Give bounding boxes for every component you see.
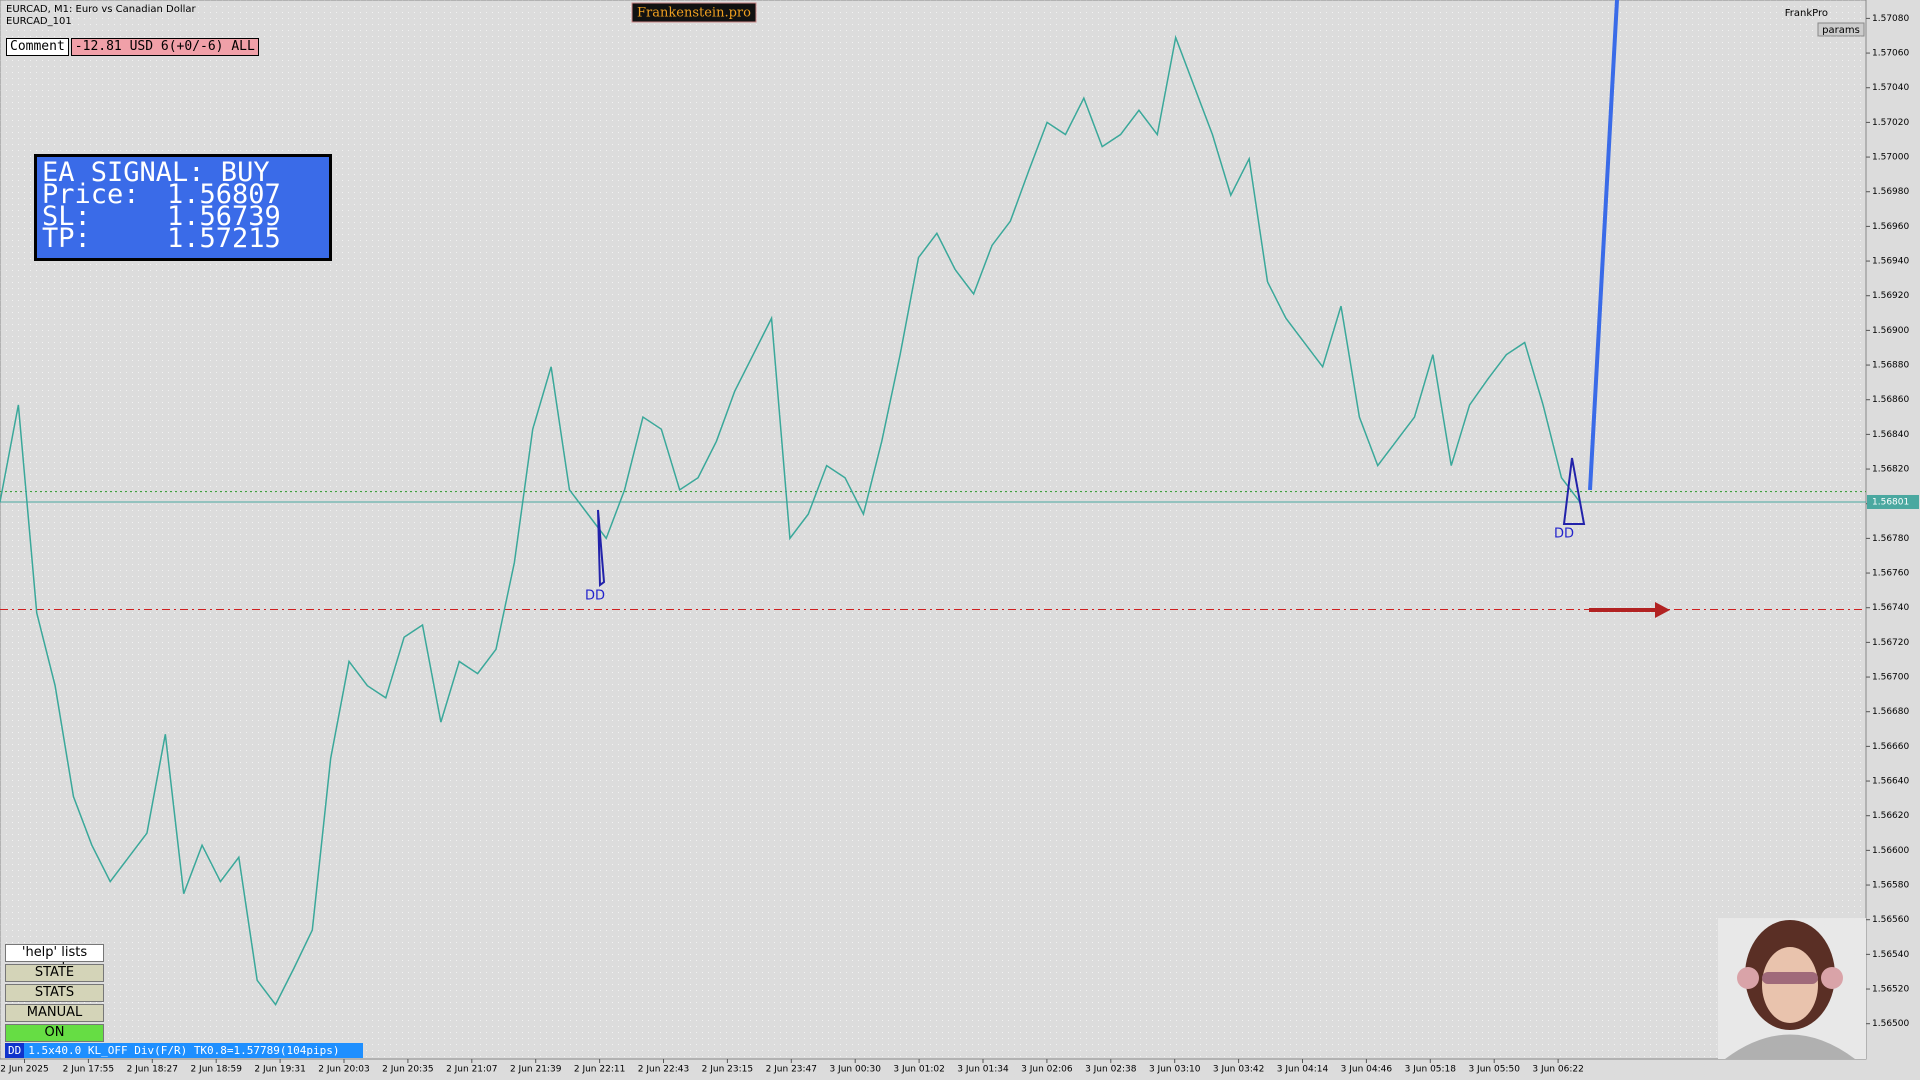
y-tick-label: 1.56560 <box>1872 915 1909 925</box>
signal-title: EA SIGNAL: BUY <box>42 157 270 188</box>
x-tick-label: 2 Jun 17:55 <box>63 1065 114 1075</box>
y-tick-label: 1.56700 <box>1872 673 1909 683</box>
signal-value: 1.56739 <box>167 201 281 232</box>
y-tick-label: 1.56680 <box>1872 707 1909 717</box>
x-tick-label: 2 Jun 20:35 <box>382 1065 433 1075</box>
y-tick-label: 1.56860 <box>1872 395 1909 405</box>
y-tick-label: 1.56880 <box>1872 361 1909 371</box>
signal-key: Price: <box>42 179 140 210</box>
x-tick-label: 3 Jun 02:38 <box>1085 1065 1137 1075</box>
y-tick-label: 1.56920 <box>1872 291 1909 301</box>
x-tick-label: 3 Jun 01:02 <box>893 1065 944 1075</box>
manual-button[interactable]: MANUAL <box>5 1004 104 1022</box>
x-tick-label: 3 Jun 05:50 <box>1468 1065 1520 1075</box>
y-tick-label: 1.56540 <box>1872 950 1909 960</box>
user: FrankPro <box>1785 8 1828 19</box>
y-tick-label: 1.56580 <box>1872 881 1909 891</box>
y-tick-label: 1.56900 <box>1872 326 1909 336</box>
y-tick-label: 1.57020 <box>1872 118 1909 128</box>
x-tick-label: 3 Jun 03:10 <box>1149 1065 1201 1075</box>
x-tick-label: 3 Jun 06:22 <box>1532 1065 1583 1075</box>
y-tick-label: 1.56740 <box>1872 603 1909 613</box>
y-tick-label: 1.56980 <box>1872 187 1909 197</box>
signal-value: 1.56807 <box>167 179 281 210</box>
comment-bar: Comment -12.81 USD 6(+0/-6) ALL <box>6 38 259 56</box>
x-tick-label: 2 Jun 2025 <box>0 1065 48 1075</box>
y-tick-label: 1.56500 <box>1872 1019 1909 1029</box>
sl-arrow-head <box>1655 602 1670 618</box>
y-tick-label: 1.56840 <box>1872 430 1909 440</box>
x-tick-label: 2 Jun 22:11 <box>574 1065 625 1075</box>
status-text: 1.5x40.0 KL_OFF Div(F/R) TK0.8=1.57789(1… <box>28 1044 340 1057</box>
y-tick-label: 1.56760 <box>1872 569 1909 579</box>
price-tag-label: 1.56801 <box>1872 497 1909 507</box>
x-tick-label: 3 Jun 00:30 <box>829 1065 881 1075</box>
y-tick-label: 1.57060 <box>1872 49 1909 59</box>
params-box[interactable] <box>1817 22 1865 37</box>
y-tick-label: 1.56720 <box>1872 638 1909 648</box>
indicator: EURCAD_101 <box>6 16 72 27</box>
y-tick-label: 1.57040 <box>1872 83 1909 93</box>
x-tick-label: 3 Jun 01:34 <box>957 1065 1009 1075</box>
on-button[interactable]: ON <box>5 1024 104 1042</box>
x-tick-label: 2 Jun 19:31 <box>254 1065 305 1075</box>
stats-button[interactable]: STATS <box>5 984 104 1002</box>
y-tick-label: 1.56660 <box>1872 742 1909 752</box>
y-tick-label: 1.56820 <box>1872 465 1909 475</box>
x-tick-label: 2 Jun 22:43 <box>638 1065 689 1075</box>
x-tick-label: 2 Jun 18:59 <box>190 1065 242 1075</box>
status-bar: DD 1.5x40.0 KL_OFF Div(F/R) TK0.8=1.5778… <box>5 1043 363 1058</box>
y-tick-label: 1.56600 <box>1872 846 1909 856</box>
x-tick-label: 2 Jun 21:07 <box>446 1065 497 1075</box>
x-tick-label: 3 Jun 02:06 <box>1021 1065 1073 1075</box>
x-tick-label: 3 Jun 04:14 <box>1277 1065 1329 1075</box>
y-tick-label: 1.56640 <box>1872 777 1909 787</box>
x-tick-label: 3 Jun 04:46 <box>1341 1065 1393 1075</box>
dd-marker <box>597 509 606 587</box>
symbol: EURCAD, M1: Euro vs Canadian Dollar <box>6 4 197 15</box>
x-tick-label: 2 Jun 20:03 <box>318 1065 369 1075</box>
y-tick-label: 1.57080 <box>1872 14 1909 24</box>
x-tick-label: 2 Jun 21:39 <box>510 1065 562 1075</box>
comment-text: -12.81 USD 6(+0/-6) ALL <box>70 38 259 56</box>
signal-key: TP: <box>42 223 91 254</box>
x-tick-label: 2 Jun 23:47 <box>766 1065 817 1075</box>
x-tick-label: 2 Jun 23:15 <box>702 1065 753 1075</box>
help-button[interactable]: 'help' lists cmds <box>5 944 104 976</box>
price-line-series <box>0 34 1581 1007</box>
signal-box: EA SIGNAL: BUY Price: 1.56807 SL: 1.56739 … <box>34 154 332 261</box>
signal-key: SL: <box>42 201 91 232</box>
x-tick-label: 2 Jun 18:27 <box>127 1065 178 1075</box>
avatar <box>1718 918 1866 1059</box>
dd-label: DD <box>585 589 605 604</box>
dd-marker <box>1562 457 1586 525</box>
y-tick-label: 1.56940 <box>1872 257 1909 267</box>
y-tick-label: 1.56620 <box>1872 811 1909 821</box>
y-tick-label: 1.57000 <box>1872 153 1909 163</box>
y-tick-label: 1.56520 <box>1872 985 1909 995</box>
brand-box <box>631 2 757 23</box>
brand: Frankenstein.pro <box>637 6 751 21</box>
price-tag <box>1867 494 1919 509</box>
dd-label: DD <box>1554 527 1574 542</box>
x-tick-label: 3 Jun 03:42 <box>1213 1065 1264 1075</box>
projection-line <box>1588 0 1619 491</box>
x-tick-label: 3 Jun 05:18 <box>1405 1065 1457 1075</box>
signal-value: 1.57215 <box>167 223 281 254</box>
state-button[interactable]: STATE <box>5 964 104 982</box>
comment-label: Comment <box>6 38 69 56</box>
status-tag: DD <box>5 1043 25 1058</box>
params[interactable]: params <box>1822 25 1860 36</box>
y-tick-label: 1.56780 <box>1872 534 1909 544</box>
y-tick-label: 1.56960 <box>1872 222 1909 232</box>
